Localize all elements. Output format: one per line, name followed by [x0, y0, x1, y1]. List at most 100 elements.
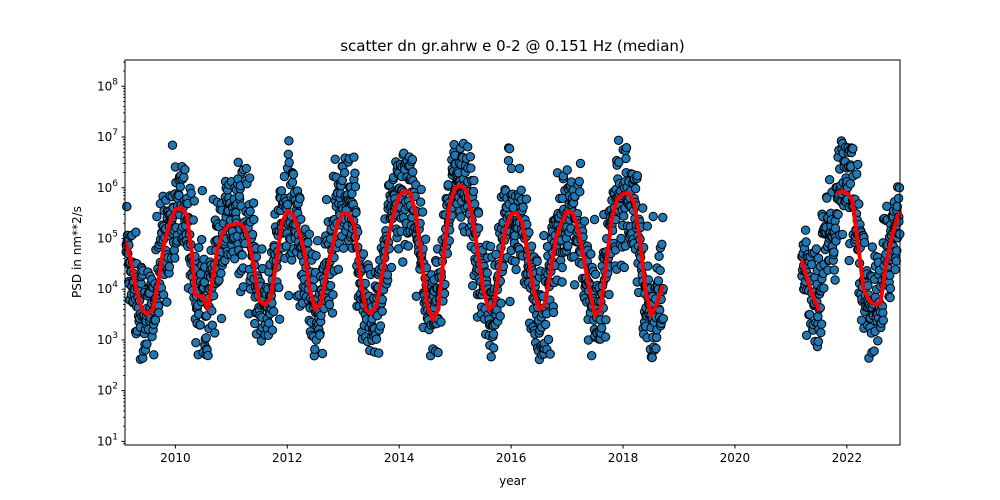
scatter-point: [257, 244, 267, 254]
scatter-point: [891, 256, 901, 266]
scatter-point: [801, 330, 812, 340]
scatter-point: [180, 164, 190, 175]
scatter-point: [197, 234, 207, 245]
scatter-point: [310, 344, 320, 354]
scatter-point: [655, 265, 665, 276]
scatter-point: [837, 229, 848, 240]
scatter-point: [350, 182, 361, 192]
scatter-point: [505, 296, 515, 307]
scatter-point: [557, 262, 567, 273]
scatter-point: [351, 207, 361, 218]
scatter-point: [885, 283, 896, 294]
scatter-point: [188, 215, 199, 225]
scatter-point: [269, 306, 279, 317]
scatter-point: [575, 158, 586, 169]
scatter-point: [816, 327, 826, 338]
scatter-point: [574, 176, 584, 187]
scatter-point: [371, 334, 382, 344]
scatter-point: [233, 157, 243, 168]
scatter-point: [154, 308, 164, 318]
scatter-point: [869, 346, 879, 356]
scatter-point: [338, 243, 349, 253]
scatter-point: [203, 350, 213, 361]
scatter-point: [189, 196, 200, 206]
scatter-point: [279, 171, 290, 182]
scatter-point: [333, 264, 344, 274]
scatter-point: [504, 144, 515, 154]
y-tick-label: 101: [97, 432, 118, 448]
scatter-point: [325, 280, 336, 291]
scatter-point: [619, 262, 629, 273]
scatter-point: [248, 198, 259, 208]
scatter-point: [873, 336, 883, 346]
scatter-point: [245, 206, 255, 217]
scatter-point: [175, 182, 186, 192]
scatter-point: [339, 168, 350, 178]
scatter-point: [274, 314, 285, 324]
scatter-point: [237, 250, 247, 260]
scatter-point: [852, 169, 862, 179]
scatter-point: [853, 159, 863, 170]
scatter-point: [321, 194, 332, 205]
median-line: [124, 183, 665, 322]
scatter-point: [408, 167, 418, 177]
scatter-point: [511, 264, 521, 275]
scatter-point: [614, 157, 624, 167]
scatter-point: [890, 264, 900, 275]
scatter-point: [657, 239, 667, 250]
scatter-point: [569, 280, 580, 290]
scatter-point: [456, 212, 466, 222]
scatter-point: [337, 175, 347, 186]
scatter-point: [350, 168, 360, 178]
scatter-point: [597, 323, 607, 333]
scatter-point: [330, 154, 340, 165]
scatter-point: [548, 307, 559, 318]
scatter-point: [324, 299, 335, 310]
scatter-point: [403, 241, 413, 251]
scatter-point: [518, 202, 528, 212]
scatter-point: [495, 311, 505, 321]
scatter-point: [801, 237, 811, 247]
scatter-point: [621, 143, 632, 153]
scatter-point: [267, 325, 278, 335]
scatter-point: [328, 290, 338, 300]
scatter-point: [327, 308, 338, 318]
scatter-point: [315, 330, 325, 340]
scatter-point: [170, 253, 180, 263]
scatter-point: [191, 338, 201, 348]
scatter-point: [819, 283, 829, 293]
scatter-point: [506, 163, 517, 174]
scatter-point: [521, 194, 532, 204]
scatter-point: [311, 251, 321, 261]
scatter-point: [878, 315, 888, 325]
scatter-point: [854, 199, 864, 209]
x-tick-label: 2010: [160, 451, 191, 465]
scatter-point: [813, 311, 823, 322]
scatter-point: [813, 336, 823, 347]
scatter-point: [284, 290, 294, 301]
scatter-point: [358, 249, 369, 259]
y-tick-label: 102: [97, 382, 118, 398]
scatter-point: [587, 351, 597, 361]
scatter-point: [816, 319, 827, 329]
y-tick-label: 107: [97, 128, 118, 144]
scatter-point: [630, 183, 641, 194]
scatter-point: [830, 223, 841, 233]
scatter-point: [469, 175, 479, 186]
scatter-point: [642, 221, 652, 231]
scatter-point: [579, 216, 590, 226]
scatter-point: [466, 163, 476, 173]
scatter-point: [885, 292, 895, 303]
scatter-point: [514, 163, 525, 174]
y-tick-label: 108: [97, 77, 118, 93]
scatter-point: [488, 329, 499, 339]
scatter-point: [824, 175, 835, 185]
scatter-point: [304, 229, 314, 239]
scatter-point: [482, 268, 492, 278]
y-tick-label: 105: [97, 229, 118, 245]
scatter-point: [295, 193, 305, 204]
scatter-point: [152, 211, 162, 222]
scatter-point: [590, 269, 601, 279]
chart-title: scatter dn gr.ahrw e 0-2 @ 0.151 Hz (med…: [340, 37, 685, 55]
